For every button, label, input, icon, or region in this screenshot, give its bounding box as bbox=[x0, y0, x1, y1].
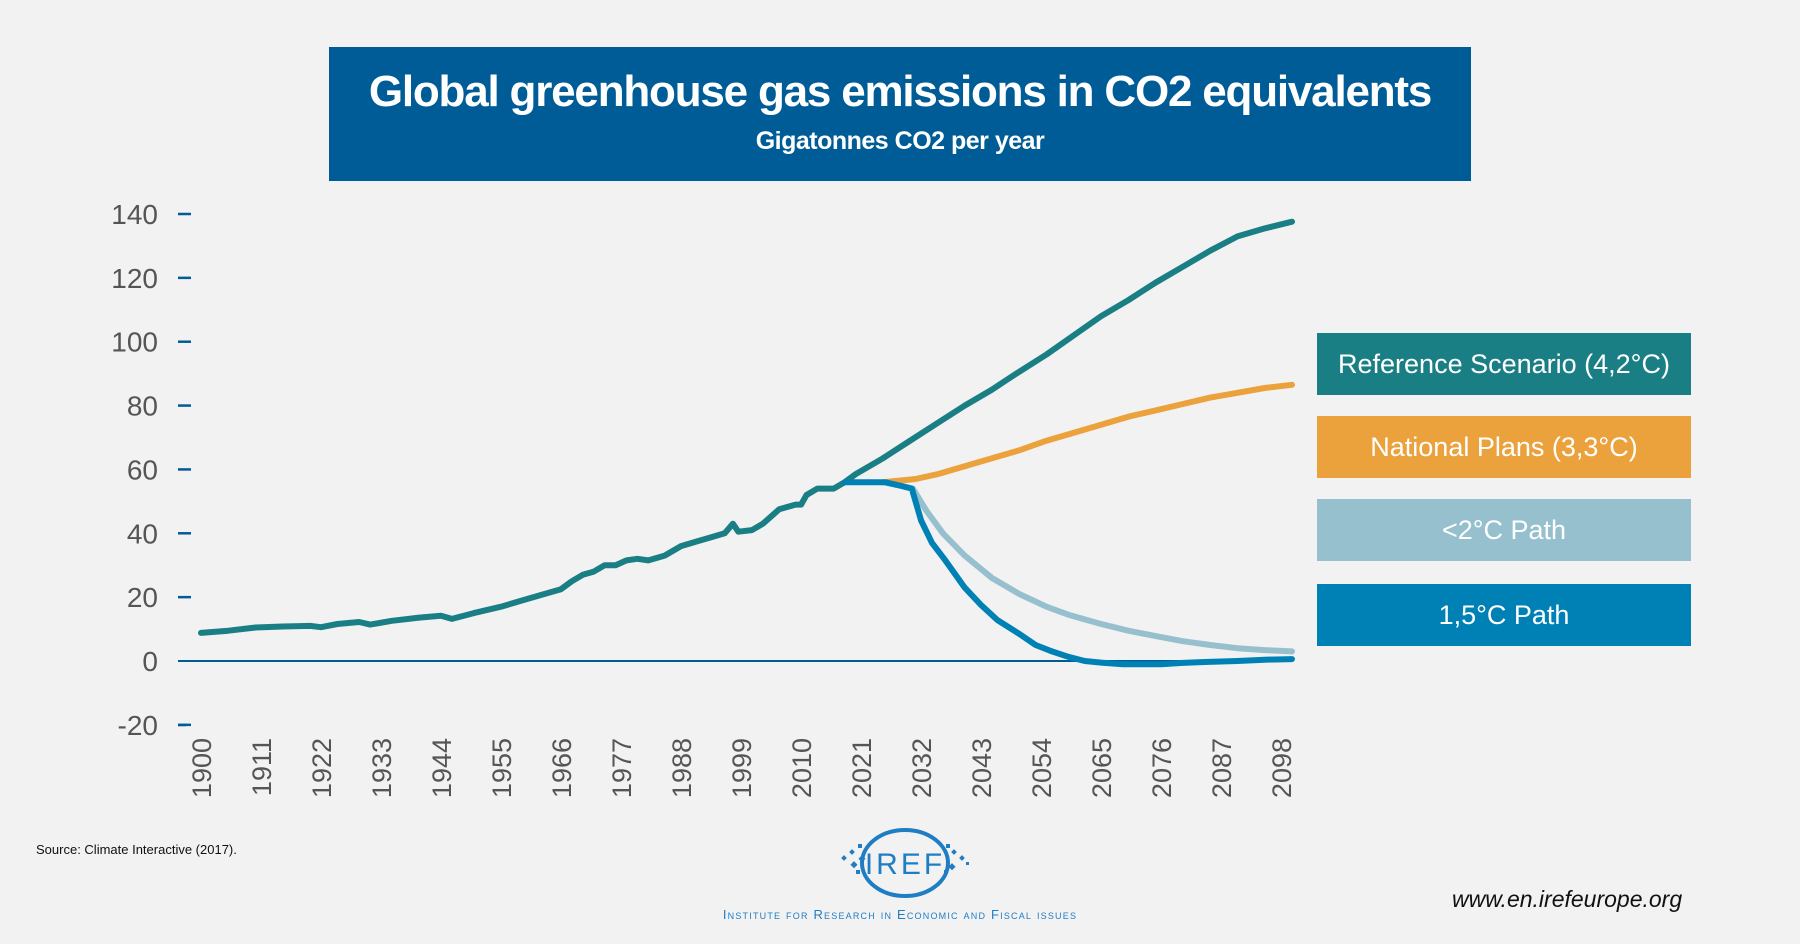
y-tick-label: 100 bbox=[111, 327, 158, 358]
x-tick-label: 2021 bbox=[847, 738, 877, 798]
y-tick-label: -20 bbox=[118, 710, 158, 741]
y-tick-label: 80 bbox=[127, 391, 158, 422]
x-tick-label: 2043 bbox=[967, 738, 997, 798]
x-axis: 1900 1911 1922 1933 1944 1955 1966 1977 1988 1999… bbox=[178, 723, 1297, 798]
logo-text: IREF bbox=[865, 848, 945, 881]
iref-logo: IREF bbox=[841, 828, 969, 898]
y-axis: -20 0 20 40 60 80 100 120 140 bbox=[111, 199, 191, 741]
x-tick-label: 1944 bbox=[427, 738, 457, 798]
legend-label: 1,5°C Path bbox=[1438, 599, 1570, 630]
legend-reference: Reference Scenario (4,2°C) bbox=[1317, 333, 1691, 395]
series-1-5c bbox=[841, 479, 1295, 668]
x-tick-label: 1999 bbox=[727, 738, 757, 798]
series-national-plans bbox=[879, 381, 1295, 486]
chart-title: Global greenhouse gas emissions in CO2 e… bbox=[368, 67, 1433, 116]
x-tick-label: 1988 bbox=[667, 738, 697, 798]
x-tick-label: 1922 bbox=[307, 738, 337, 798]
y-tick-label: 60 bbox=[127, 454, 158, 485]
x-tick-label: 2098 bbox=[1267, 738, 1297, 798]
website-url[interactable]: www.en.irefeurope.org bbox=[1452, 886, 1683, 912]
legend-label: National Plans (3,3°C) bbox=[1370, 431, 1638, 462]
x-tick-label: 1977 bbox=[607, 738, 637, 798]
x-tick-label: 2010 bbox=[787, 738, 817, 798]
y-tick-label: 40 bbox=[127, 518, 158, 549]
series-below-2c bbox=[879, 479, 1295, 655]
legend-label: Reference Scenario (4,2°C) bbox=[1338, 348, 1670, 379]
x-tick-label: 2032 bbox=[907, 738, 937, 798]
x-tick-label: 1966 bbox=[547, 738, 577, 798]
x-tick-label: 2087 bbox=[1207, 738, 1237, 798]
chart-subtitle: Gigatonnes CO2 per year bbox=[755, 127, 1045, 155]
logo-ellipse bbox=[860, 828, 950, 898]
series-reference bbox=[198, 218, 1295, 636]
x-tick-label: 1955 bbox=[487, 738, 517, 798]
x-tick-label: 1911 bbox=[247, 738, 277, 796]
legend-label: <2°C Path bbox=[1441, 514, 1567, 545]
y-tick-label: 120 bbox=[111, 263, 158, 294]
x-tick-label: 2054 bbox=[1027, 738, 1057, 798]
legend-1-5c: 1,5°C Path bbox=[1317, 584, 1691, 646]
legend-national-plans: National Plans (3,3°C) bbox=[1317, 416, 1691, 478]
series-group bbox=[198, 218, 1295, 668]
logo-subtitle: Institute for Research in Economic and F… bbox=[722, 907, 1078, 922]
x-tick-label: 1933 bbox=[367, 738, 397, 798]
x-tick-label: 2065 bbox=[1087, 738, 1117, 798]
y-tick-label: 0 bbox=[142, 646, 158, 677]
x-tick-label: 2076 bbox=[1147, 738, 1177, 798]
y-tick-label: 140 bbox=[111, 199, 158, 230]
title-banner: Global greenhouse gas emissions in CO2 e… bbox=[329, 47, 1471, 181]
y-tick-label: 20 bbox=[127, 582, 158, 613]
legend-below-2c: <2°C Path bbox=[1317, 499, 1691, 561]
x-tick-label: 1900 bbox=[187, 738, 217, 798]
source-note: Source: Climate Interactive (2017). bbox=[36, 842, 237, 857]
